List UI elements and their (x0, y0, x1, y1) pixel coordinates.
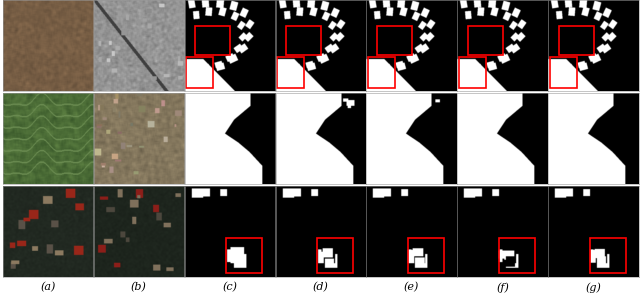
Bar (226, 238, 262, 273)
Text: (b): (b) (131, 282, 147, 292)
Bar (317, 238, 353, 273)
Text: (c): (c) (222, 282, 237, 292)
Bar (378, 26, 412, 55)
Bar (559, 26, 593, 55)
Bar (286, 26, 321, 55)
Bar (499, 238, 535, 273)
Bar (277, 57, 305, 88)
Bar (195, 26, 230, 55)
Bar (550, 57, 577, 88)
Bar (368, 57, 396, 88)
Text: (a): (a) (40, 282, 56, 292)
Bar (460, 57, 486, 88)
Bar (590, 238, 626, 273)
Bar (408, 238, 444, 273)
Bar (468, 26, 502, 55)
Text: (f): (f) (496, 282, 509, 293)
Text: (e): (e) (404, 282, 419, 292)
Text: (d): (d) (313, 282, 328, 292)
Text: (g): (g) (586, 282, 602, 293)
Bar (186, 57, 213, 88)
